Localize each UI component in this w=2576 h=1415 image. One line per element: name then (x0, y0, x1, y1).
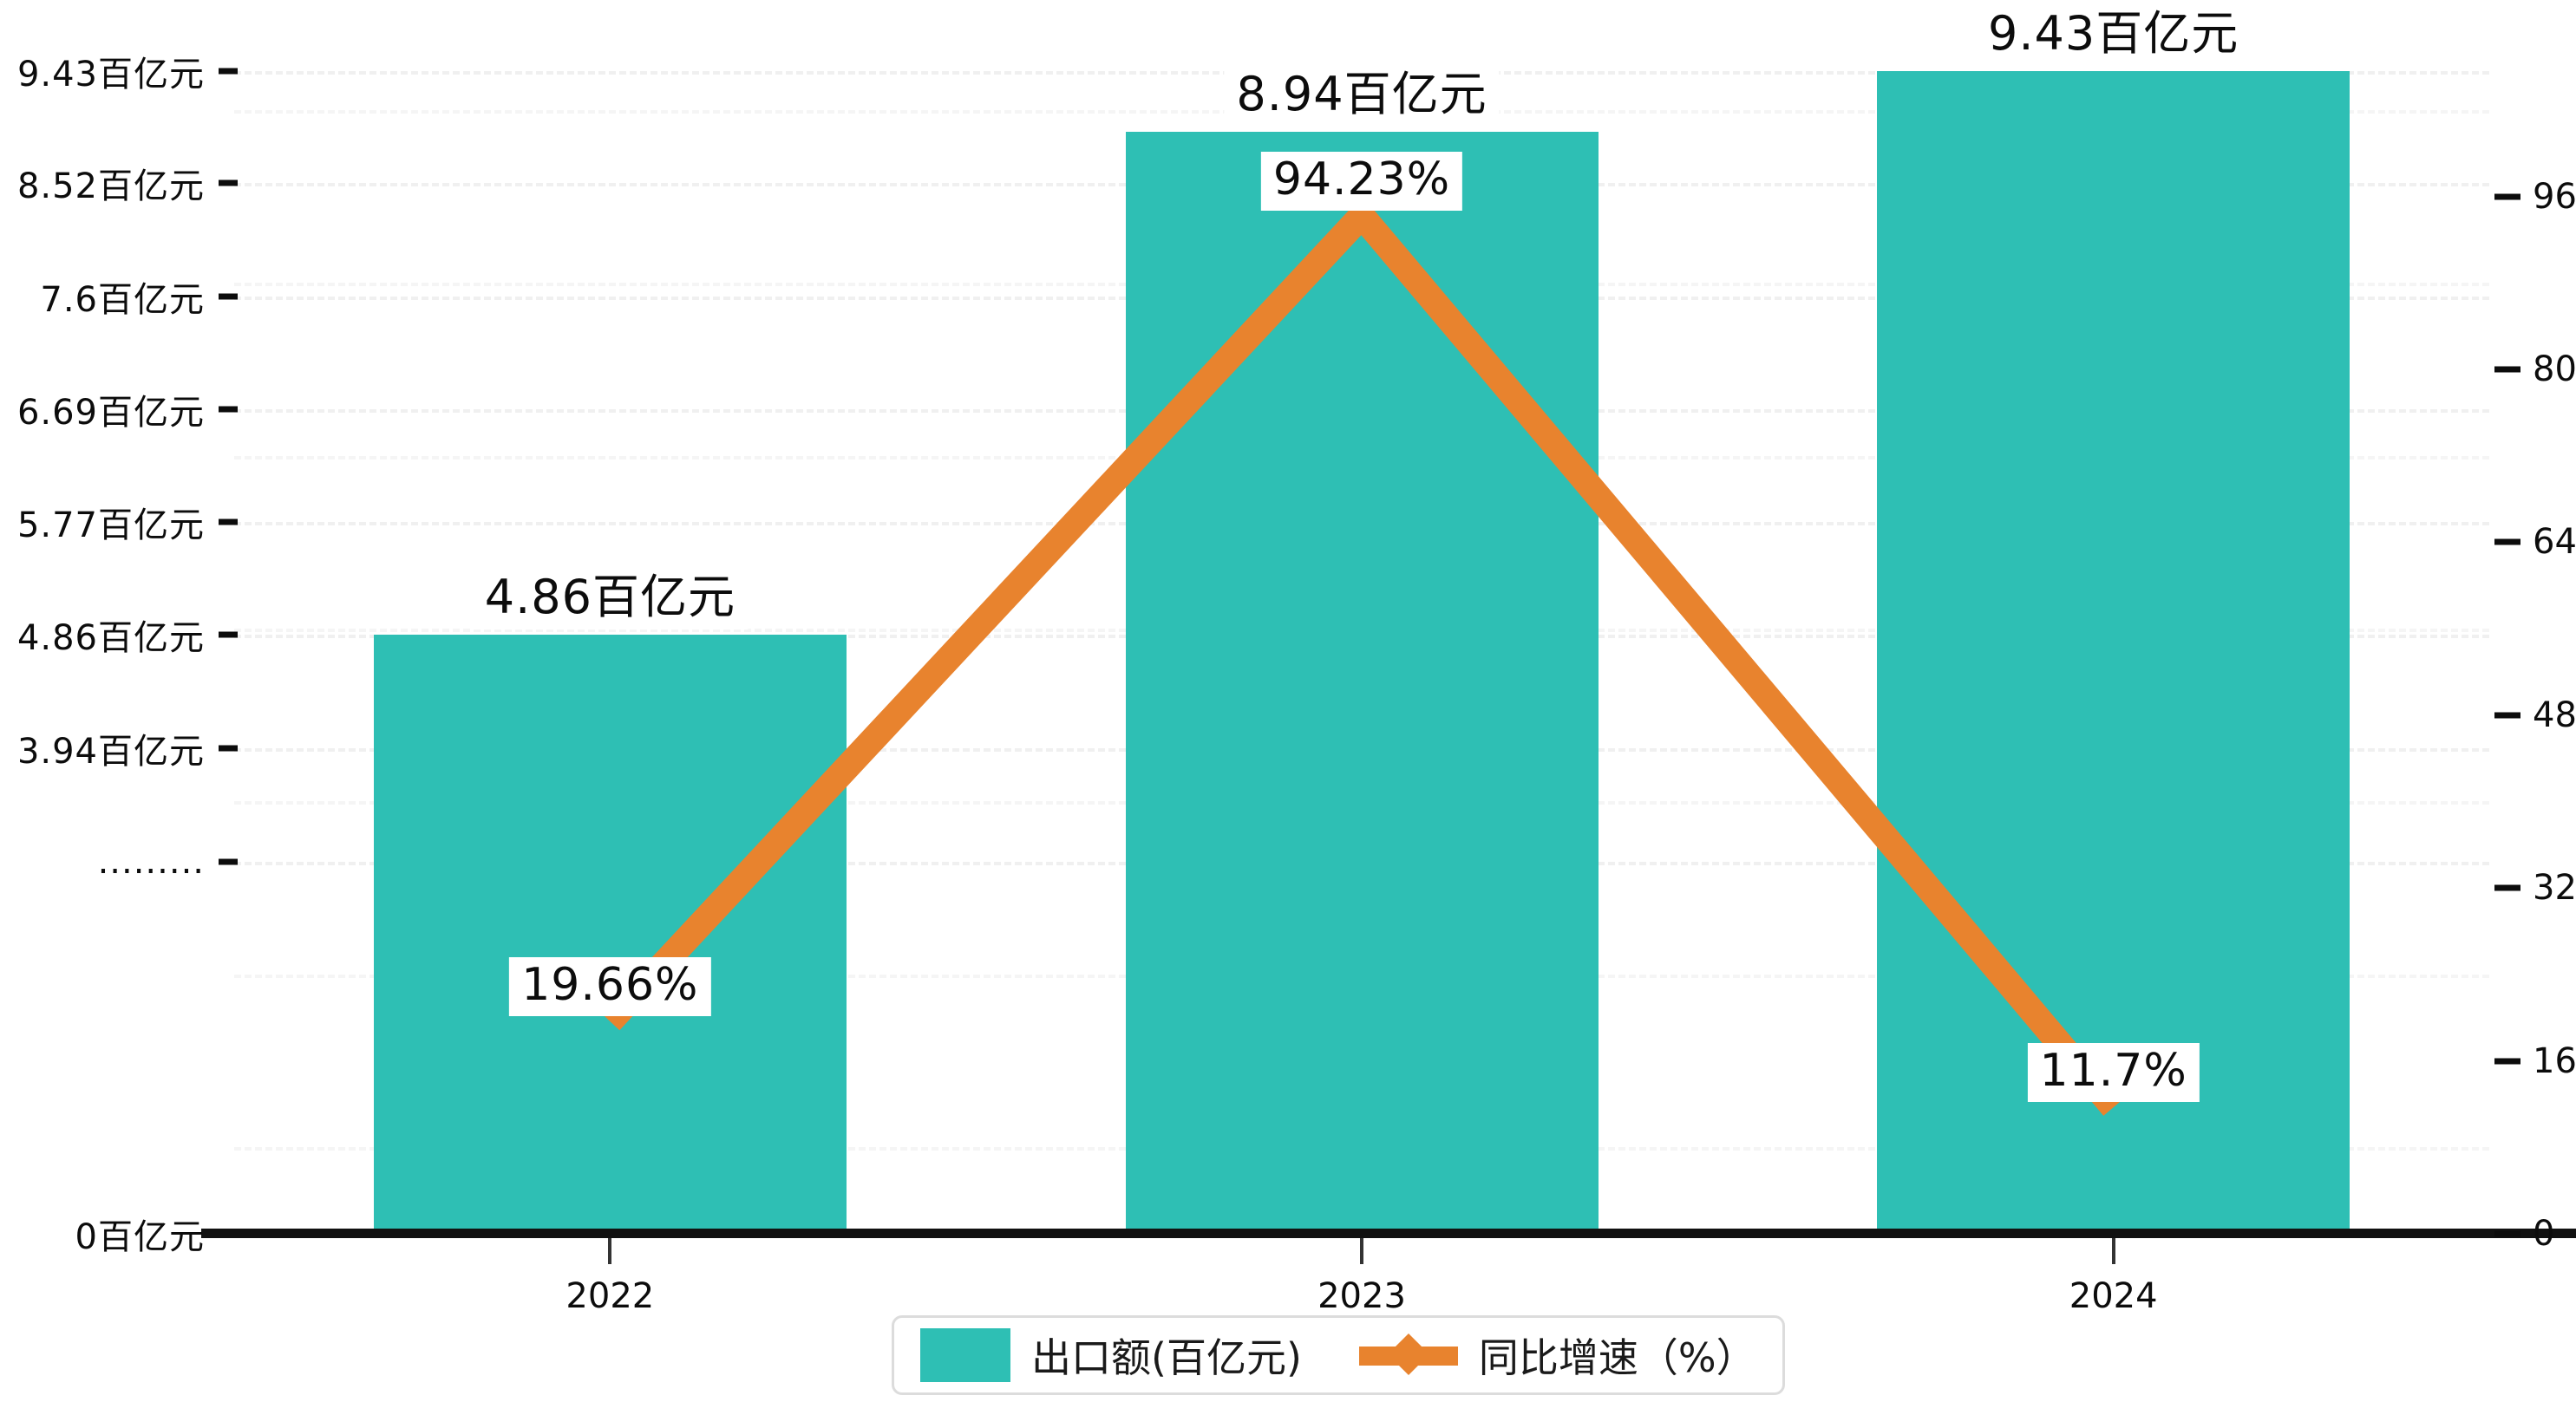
legend-item-export-value[interactable]: 出口额(百亿元) (920, 1327, 1302, 1384)
right-axis-tick (2494, 884, 2520, 891)
left-axis-tick-label: 0百亿元 (75, 1217, 205, 1257)
left-axis-tick (219, 293, 238, 300)
chart-legend: 出口额(百亿元) 同比增速（%） (892, 1315, 1785, 1395)
left-axis-tick-label: 7.6百亿元 (40, 280, 205, 321)
x-axis-tick (1360, 1238, 1363, 1264)
right-axis-tick-label: 96 (2533, 176, 2576, 217)
left-axis-tick-label: 9.43百亿元 (16, 55, 205, 95)
line-data-label-2023: 94.23% (1260, 151, 1463, 211)
line-data-label-2022: 19.66% (509, 956, 711, 1016)
x-axis-label-2023: 2023 (1317, 1276, 1406, 1316)
right-axis-tick (2494, 712, 2520, 719)
left-axis-tick (219, 406, 238, 413)
right-axis-tick (2494, 366, 2520, 373)
right-axis-tick (2494, 193, 2520, 200)
left-axis-tick (219, 631, 238, 638)
x-axis-label-2024: 2024 (2069, 1276, 2158, 1316)
x-axis-tick (608, 1238, 612, 1264)
bar-data-label-2022: 4.86百亿元 (472, 568, 748, 629)
right-axis-tick (2494, 1230, 2520, 1237)
left-axis-tick (219, 179, 238, 186)
left-axis-tick (219, 745, 238, 752)
legend-item-growth-rate[interactable]: 同比增速（%） (1358, 1327, 1756, 1384)
right-axis-tick-label: 0 (2533, 1214, 2555, 1254)
left-axis-tick (219, 68, 238, 75)
right-axis-tick-label: 48 (2533, 694, 2576, 735)
left-axis-tick-label: ......... (97, 841, 205, 882)
bar-2022[interactable] (373, 634, 847, 1234)
left-axis-tick-label: 5.77百亿元 (16, 505, 205, 546)
bar-2023[interactable] (1125, 131, 1599, 1234)
left-axis-tick-label: 6.69百亿元 (16, 392, 205, 433)
right-axis-tick-label: 32 (2533, 868, 2576, 909)
x-axis-tick (2111, 1238, 2115, 1264)
x-axis-line (201, 1229, 2576, 1238)
x-axis-label-2022: 2022 (566, 1276, 655, 1316)
right-axis-tick-label: 64 (2533, 522, 2576, 563)
right-axis-tick-label: 16 (2533, 1040, 2576, 1081)
legend-item-label: 同比增速（%） (1478, 1334, 1756, 1381)
bar-data-label-2024: 9.43百亿元 (1976, 5, 2252, 66)
line-swatch-icon (1358, 1328, 1458, 1382)
left-axis-tick (219, 858, 238, 865)
left-axis-tick-label: 3.94百亿元 (16, 731, 205, 772)
left-axis-tick-label: 8.52百亿元 (16, 166, 205, 207)
legend-item-label: 出口额(百亿元) (1031, 1334, 1302, 1381)
line-data-label-2024: 11.7% (2027, 1043, 2200, 1103)
right-axis-tick (2494, 538, 2520, 545)
left-axis-tick-label: 4.86百亿元 (16, 617, 205, 658)
bar-swatch-icon (920, 1328, 1010, 1382)
left-axis-tick (219, 518, 238, 525)
right-axis-tick (2494, 1058, 2520, 1065)
right-axis-tick-label: 80 (2533, 349, 2576, 389)
bar-data-label-2023: 8.94百亿元 (1224, 65, 1500, 127)
